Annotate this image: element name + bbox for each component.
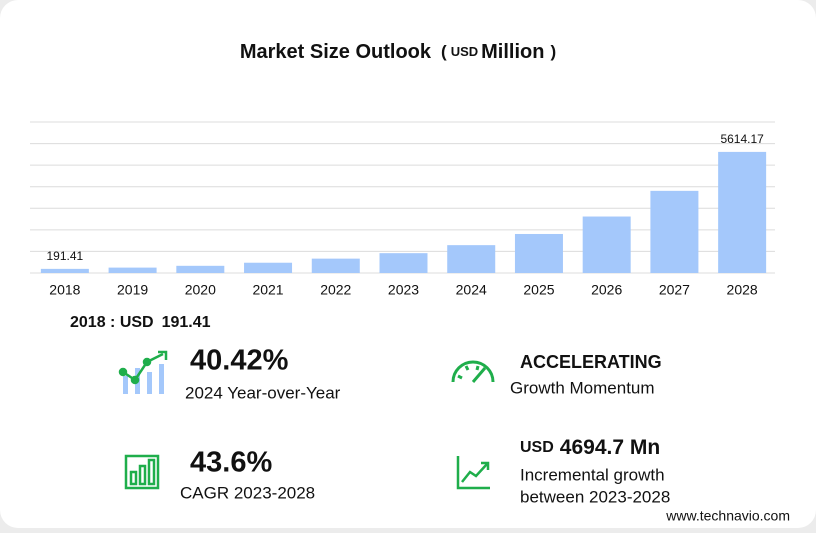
- icon-growth: [456, 456, 490, 490]
- bar: [514, 233, 563, 273]
- unit-word: Million: [481, 41, 544, 63]
- value-label: 5614.17: [720, 132, 764, 146]
- stat-label: Incremental growth: [520, 465, 665, 484]
- bar: [718, 151, 767, 273]
- stat-value: USD 4694.7 Mn: [520, 436, 660, 459]
- bar: [244, 262, 293, 273]
- chart-title: Market Size Outlook: [240, 41, 432, 63]
- highlight-value: 191.41: [162, 314, 211, 331]
- plot: 2018 191.41 2019 2020 2021 2022 2023 2024 2025 20…: [30, 121, 775, 298]
- x-tick-label: 2026: [591, 282, 622, 298]
- x-tick-label: 2025: [523, 282, 554, 298]
- highlight: 2018 : USD 191.41: [70, 314, 211, 331]
- x-tick-label: 2020: [185, 282, 216, 298]
- bar: [650, 190, 699, 273]
- stat-value: 43.6%: [190, 447, 272, 479]
- unit-close: ): [550, 42, 556, 61]
- bar: [582, 216, 631, 273]
- stat-amount: 4694.7 Mn: [560, 436, 660, 459]
- x-tick-label: 2019: [117, 282, 148, 298]
- x-tick-label: 2023: [388, 282, 419, 298]
- value-label: 191.41: [47, 249, 84, 263]
- bar: [379, 253, 428, 273]
- stat-value: ACCELERATING: [520, 352, 662, 372]
- bar: [176, 265, 225, 273]
- x-tick-label: 2024: [456, 282, 487, 298]
- x-tick-label: 2018: [49, 282, 80, 298]
- footer: www.technavio.com: [665, 508, 790, 524]
- unit-currency: USD: [451, 44, 478, 59]
- stat-currency: USD: [520, 439, 554, 456]
- unit-open: (: [441, 42, 447, 61]
- x-tick-label: 2027: [659, 282, 690, 298]
- stat-label: 2024 Year-over-Year: [185, 383, 341, 402]
- highlight-label: 2018 : USD: [70, 314, 154, 331]
- stat-label: between 2023-2028: [520, 487, 670, 506]
- stat-value: 40.42%: [190, 345, 289, 377]
- bar: [447, 245, 496, 273]
- x-tick-label: 2028: [727, 282, 758, 298]
- stat-label: Growth Momentum: [510, 378, 655, 397]
- stat-label: CAGR 2023-2028: [180, 483, 315, 502]
- icon-yoy: [118, 350, 168, 394]
- bar: [108, 267, 157, 273]
- bar: [40, 268, 89, 273]
- x-tick-label: 2021: [252, 282, 283, 298]
- x-tick-label: 2022: [320, 282, 351, 298]
- title-line: Market Size Outlook ( USD Million): [240, 41, 556, 63]
- bar: [311, 258, 360, 273]
- icon-gauge: [451, 360, 495, 383]
- icon-cagr: [124, 454, 160, 490]
